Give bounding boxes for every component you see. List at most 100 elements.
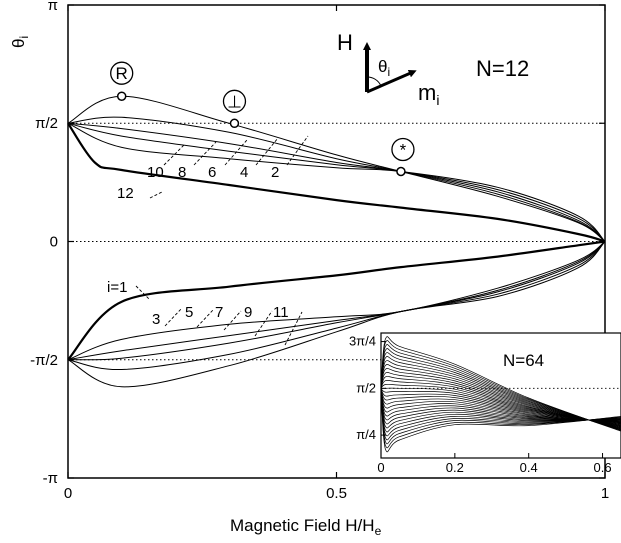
index-label: 12 (117, 185, 134, 202)
inset-series-line (380, 388, 621, 422)
index-leader (255, 137, 279, 166)
inset-series-line (380, 388, 621, 425)
special-point (396, 166, 406, 177)
inset-series-line (380, 388, 621, 425)
index-leader (135, 285, 151, 301)
inset-series-line (380, 388, 621, 449)
index-leader (284, 311, 303, 346)
series-line-1 (67, 240, 606, 361)
index-label: 3 (152, 311, 160, 328)
series-line-10 (67, 122, 606, 242)
tick-layer: 0 0.5 1 π π/2 0 -π/2 -π (30, 0, 609, 502)
point-marker-circle (391, 137, 415, 162)
series-line-9 (67, 241, 606, 371)
x-axis-label: Magnetic Field H/He (230, 516, 382, 538)
inset-x-tick-label: 0.6 (593, 460, 611, 475)
inset-series-line (380, 388, 621, 445)
point-marker-circle (222, 89, 247, 113)
index-leader (193, 141, 217, 166)
inset-series-line (380, 388, 621, 429)
inset-series-line (380, 388, 621, 422)
index-label: 5 (185, 304, 193, 321)
inset-series-line (380, 344, 621, 431)
inset-series-line (380, 375, 621, 427)
special-point (116, 91, 127, 101)
point-marker-circle (110, 61, 134, 85)
series-line-11 (67, 241, 606, 388)
inset-n-label: N=64 (503, 351, 544, 370)
inset-y-tick-label: π/4 (356, 427, 376, 442)
inset-series-line (380, 368, 621, 428)
inset-y-tick-label: 3π/4 (349, 334, 376, 349)
series-line-4 (67, 116, 606, 242)
index-label: 11 (273, 304, 289, 321)
y-tick-label: π/2 (35, 115, 58, 132)
inset-series-line (380, 340, 621, 432)
inset-y-tick-label: π/2 (356, 380, 376, 395)
x-tick-label: 1 (601, 485, 609, 502)
inset-layer: 0 0.2 0.4 0.6 3π/4 π/2 π/4 (349, 334, 621, 475)
special-point (229, 118, 240, 129)
inset-series-line (380, 388, 621, 441)
field-label: H (337, 30, 353, 55)
inset-series-line (380, 348, 621, 431)
index-leader (149, 191, 163, 199)
inset-series-line (380, 336, 621, 432)
moment-label: mi (418, 80, 439, 108)
index-label: 2 (271, 164, 279, 181)
point-marker-symbol: * (400, 140, 407, 159)
y-tick-label: -π (43, 470, 58, 487)
inset-series-line (380, 388, 621, 421)
index-label: 8 (178, 164, 186, 181)
series-line-12 (67, 122, 606, 243)
y-tick-label: π (48, 0, 58, 14)
series-line-3 (67, 241, 606, 361)
inset-series-line (380, 356, 621, 429)
inset-series-line (380, 388, 621, 433)
inset-series-line (380, 383, 621, 426)
index-label: 4 (240, 164, 248, 181)
inset-x-tick-label: 0 (377, 460, 384, 475)
inset-series-line (380, 388, 621, 423)
series-line-5 (67, 241, 606, 361)
inset-series-line (380, 388, 621, 453)
point-marker-symbol: ⊥ (227, 92, 242, 111)
index-label: i=1 (107, 279, 127, 296)
index-label: 7 (215, 304, 223, 321)
index-label: 6 (208, 164, 216, 181)
inset-series-line (380, 360, 621, 429)
series-line-8 (67, 122, 606, 242)
inset-x-tick-label: 0.4 (520, 460, 538, 475)
n-label: N=12 (476, 56, 529, 81)
inset-series-line (380, 364, 621, 428)
inset-series-line (380, 379, 621, 426)
y-tick-label: 0 (50, 234, 58, 251)
angle-arc (366, 76, 382, 87)
inset-series-line (380, 388, 621, 424)
series-line-6 (67, 122, 606, 242)
inset-series-line (380, 388, 621, 424)
x-tick-label: 0.5 (326, 485, 347, 502)
index-label: 10 (147, 164, 164, 181)
inset-series-line (380, 387, 621, 425)
series-line-2 (67, 95, 606, 242)
x-tick-label: 0 (64, 485, 72, 502)
index-leader (164, 307, 183, 327)
reference-lines (68, 122, 605, 361)
inset-series-line (380, 388, 621, 437)
index-leader (196, 309, 214, 328)
index-leader (254, 310, 273, 337)
index-leader (223, 310, 242, 331)
y-tick-label: -π/2 (30, 352, 58, 369)
series-layer (67, 95, 606, 388)
index-leader (286, 135, 309, 166)
index-label: 9 (244, 304, 252, 321)
inset-series-line (380, 388, 621, 423)
point-marker-symbol: R (116, 64, 128, 83)
series-line-7 (67, 241, 606, 361)
y-axis-label: θi (9, 36, 31, 48)
index-leader (224, 139, 248, 166)
inset-series-line (380, 352, 621, 430)
annotation-layer: R ⊥ * 12 10 8 6 4 2 i=1 3 5 7 9 11 (107, 61, 415, 346)
